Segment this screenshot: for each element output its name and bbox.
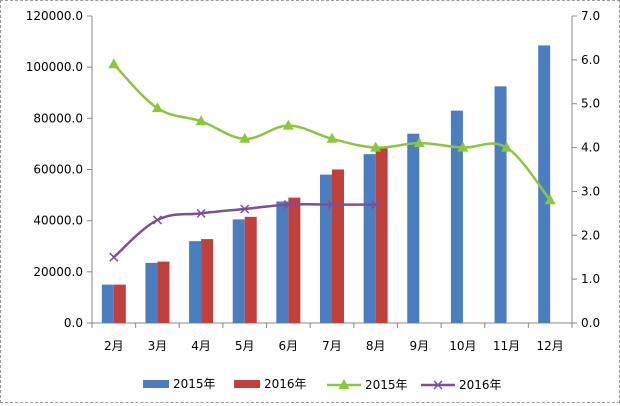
lines (108, 58, 556, 262)
point-2016 (196, 208, 206, 218)
point-2016 (240, 204, 250, 214)
point-2016 (152, 215, 162, 225)
x-tick-label: 10月 (449, 339, 476, 353)
point-2016-stroke (152, 215, 162, 225)
point-2015 (151, 102, 163, 113)
legend-item: 2015年 (143, 377, 216, 391)
point-2015 (544, 194, 556, 205)
point-2015 (239, 132, 251, 143)
left-tick-label: 40000.0 (33, 214, 83, 228)
point-2016-stroke (109, 252, 119, 262)
bar-2015 (145, 262, 158, 323)
bar-2016 (288, 197, 301, 323)
legend-marker (433, 380, 443, 390)
point-2015 (457, 141, 469, 152)
point-2016 (371, 200, 381, 210)
legend-marker-stroke (433, 380, 443, 390)
right-tick-label: 7.0 (581, 9, 600, 23)
point-2016-stroke (371, 200, 381, 210)
x-tick-label: 5月 (235, 339, 255, 353)
x-tick-label: 12月 (537, 339, 564, 353)
legend-item: 2016年 (234, 377, 307, 391)
point-2016 (283, 200, 293, 210)
legend-item: 2016年 (421, 378, 502, 392)
bar-2015 (363, 154, 376, 323)
bar-2015 (276, 201, 289, 323)
right-tick-label: 3.0 (581, 184, 600, 198)
bar-2015 (320, 174, 332, 323)
right-tick-label: 0.0 (581, 316, 600, 330)
bar-2016 (201, 239, 214, 323)
bar-2015 (189, 241, 202, 323)
x-tick-label: 8月 (366, 339, 386, 353)
right-tick-label: 6.0 (581, 53, 600, 67)
x-tick-label: 3月 (148, 339, 168, 353)
bars (101, 45, 551, 324)
point-2016-stroke (196, 208, 206, 218)
left-tick-label: 20000.0 (33, 265, 83, 279)
point-2015 (108, 58, 120, 69)
left-tick-label: 100000.0 (26, 60, 83, 74)
point-2015 (370, 141, 382, 152)
left-tick-label: 120000.0 (26, 9, 83, 23)
x-tick-label: 6月 (279, 339, 299, 353)
left-tick-label: 60000.0 (33, 163, 83, 177)
point-2015 (326, 132, 338, 143)
bar-2015 (407, 133, 420, 323)
legend-label: 2015年 (365, 378, 408, 392)
right-tick-label: 1.0 (581, 272, 600, 286)
point-2016-stroke (283, 200, 293, 210)
bar-2016 (244, 216, 257, 323)
legend-swatch (143, 380, 169, 388)
legend-marker (338, 379, 350, 389)
legend-label: 2016年 (459, 378, 502, 392)
legend-label: 2015年 (173, 377, 216, 391)
bar-2015 (494, 86, 507, 324)
left-tick-label: 0.0 (64, 316, 83, 330)
point-2015 (413, 137, 425, 148)
point-2016 (109, 252, 119, 262)
bar-2015 (232, 219, 245, 323)
point-2015 (282, 119, 294, 130)
x-tick-label: 9月 (409, 339, 429, 353)
bar-2016 (157, 261, 170, 323)
bar-2016 (332, 169, 344, 323)
point-2015 (195, 115, 207, 126)
legend: 2015年 2016年 2015年 2016年 (143, 377, 502, 392)
left-tick-label: 80000.0 (33, 111, 83, 125)
legend-item: 2015年 (327, 378, 408, 392)
bar-2015 (538, 45, 551, 323)
point-2015 (501, 141, 513, 152)
x-tick-label: 4月 (191, 339, 211, 353)
point-2016 (327, 200, 337, 210)
x-tick-label: 11月 (493, 339, 520, 353)
point-2016-stroke (240, 204, 250, 214)
point-2016-stroke (327, 200, 337, 210)
bar-2016 (375, 146, 388, 323)
bar-2015 (450, 110, 463, 324)
legend-swatch (234, 380, 260, 388)
right-tick-label: 5.0 (581, 97, 600, 111)
bar-2015 (101, 284, 114, 323)
tick-labels: 0.0 20000.0 40000.0 60000.0 80000.0 100000.0 1… (26, 9, 600, 353)
x-tick-label: 2月 (104, 339, 124, 353)
x-tick-label: 7月 (322, 339, 342, 353)
legend-label: 2016年 (264, 377, 307, 391)
right-tick-label: 4.0 (581, 141, 600, 155)
bar-2016 (113, 284, 126, 323)
right-tick-label: 2.0 (581, 228, 600, 242)
